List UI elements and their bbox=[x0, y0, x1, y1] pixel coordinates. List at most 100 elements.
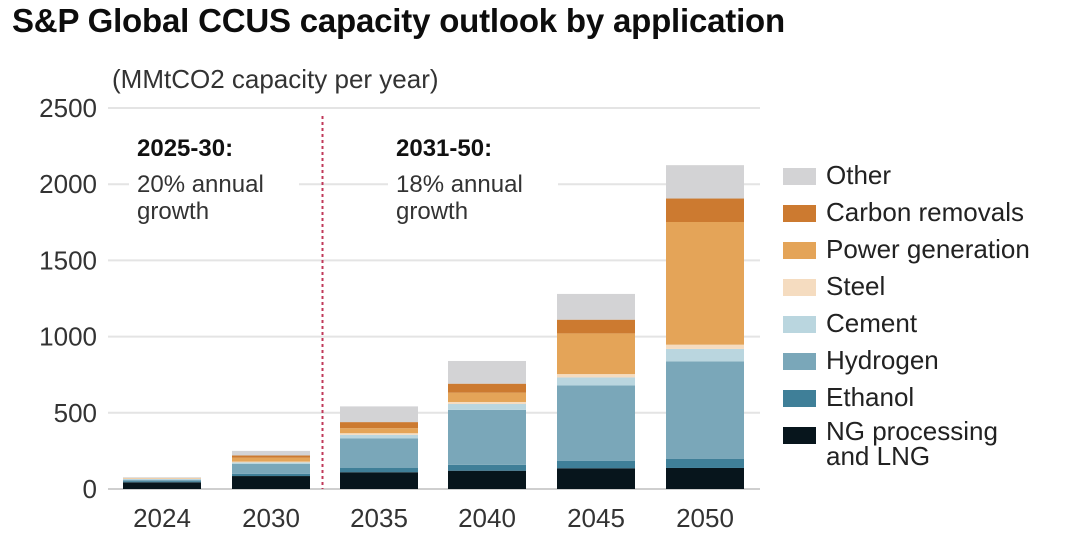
annotation-text: 20% annual bbox=[137, 171, 264, 198]
bar-segment bbox=[123, 478, 201, 479]
bar-segment bbox=[340, 434, 418, 439]
bar-segment bbox=[448, 401, 526, 404]
y-axis-ticks: 0 500 1000 1500 2000 2500 bbox=[39, 93, 97, 504]
legend: Other Carbon removals Power generation Stee… bbox=[783, 160, 1030, 469]
bar-segment bbox=[123, 478, 201, 480]
chart-title: S&P Global CCUS capacity outlook by appl… bbox=[12, 2, 785, 39]
x-tick-label: 2024 bbox=[133, 503, 191, 533]
y-tick-label: 1500 bbox=[39, 245, 97, 275]
bar-segment bbox=[666, 198, 744, 222]
legend-item: NG processing and LNG bbox=[783, 418, 1030, 469]
bar-segment bbox=[557, 319, 635, 334]
bar-segment bbox=[666, 348, 744, 362]
bars bbox=[123, 165, 744, 489]
bar-segment bbox=[232, 457, 310, 462]
bar-segment bbox=[340, 472, 418, 489]
bar-stack-2024 bbox=[123, 477, 201, 489]
bar-segment bbox=[557, 377, 635, 386]
bar-segment bbox=[232, 473, 310, 477]
annotation-heading: 2025-30: bbox=[137, 135, 233, 162]
bar-segment bbox=[340, 467, 418, 473]
legend-swatch bbox=[783, 205, 816, 222]
gridlines bbox=[108, 107, 760, 490]
bar-segment bbox=[557, 385, 635, 461]
bar-segment bbox=[340, 433, 418, 435]
bar-segment bbox=[232, 461, 310, 463]
bar-stack-2030 bbox=[232, 450, 310, 489]
legend-label: Hydrogen bbox=[826, 345, 939, 375]
bar-segment bbox=[666, 344, 744, 349]
annotation-text: growth bbox=[396, 198, 468, 225]
legend-item: Other bbox=[783, 160, 1030, 197]
bar-segment bbox=[557, 468, 635, 489]
legend-label: Cement bbox=[826, 308, 918, 338]
bar-segment bbox=[448, 360, 526, 384]
y-tick-label: 1000 bbox=[39, 322, 97, 352]
bar-segment bbox=[340, 422, 418, 429]
legend-label: NG processing and LNG bbox=[826, 416, 998, 469]
x-axis-ticks: 2024 2030 2035 2040 2045 2050 bbox=[133, 503, 734, 533]
legend-item: Hydrogen bbox=[783, 345, 1030, 382]
legend-swatch bbox=[783, 242, 816, 259]
x-tick-label: 2050 bbox=[676, 503, 734, 533]
bar-segment bbox=[232, 450, 310, 456]
y-axis-label: (MMtCO2 capacity per year) bbox=[112, 64, 439, 94]
annotation-text: 18% annual bbox=[396, 171, 523, 198]
bar-stack-2045 bbox=[557, 293, 635, 489]
x-tick-label: 2035 bbox=[350, 503, 408, 533]
bar-segment bbox=[448, 464, 526, 471]
bar-segment bbox=[557, 333, 635, 375]
legend-label: Ethanol bbox=[826, 382, 915, 412]
bar-segment bbox=[340, 406, 418, 423]
bar-segment bbox=[448, 409, 526, 465]
legend-item: Steel bbox=[783, 271, 1030, 308]
legend-label: Steel bbox=[826, 271, 886, 301]
x-tick-label: 2040 bbox=[458, 503, 516, 533]
bar-segment bbox=[232, 476, 310, 489]
bar-segment bbox=[448, 383, 526, 393]
bar-segment bbox=[666, 361, 744, 459]
bar-stack-2040 bbox=[448, 360, 526, 489]
legend-label: Power generation bbox=[826, 234, 1030, 264]
bar-segment bbox=[340, 428, 418, 434]
legend-label-line: NG processing bbox=[826, 416, 998, 446]
legend-item: Power generation bbox=[783, 234, 1030, 271]
y-tick-label: 500 bbox=[54, 398, 97, 428]
y-tick-label: 2500 bbox=[39, 93, 97, 123]
bar-segment bbox=[123, 482, 201, 489]
legend-swatch bbox=[783, 279, 816, 296]
bar-segment bbox=[232, 455, 310, 458]
legend-label: Carbon removals bbox=[826, 197, 1024, 227]
bar-stack-2050 bbox=[666, 165, 744, 489]
legend-swatch bbox=[783, 427, 816, 444]
bar-segment bbox=[557, 374, 635, 378]
bar-segment bbox=[666, 221, 744, 345]
legend-item: Ethanol bbox=[783, 382, 1030, 419]
bar-segment bbox=[666, 458, 744, 468]
bar-segment bbox=[666, 467, 744, 489]
legend-swatch bbox=[783, 316, 816, 333]
annotation-text: growth bbox=[137, 198, 209, 225]
bar-segment bbox=[448, 392, 526, 402]
bar-segment bbox=[232, 462, 310, 465]
bar-stack-2035 bbox=[340, 406, 418, 489]
legend-item: Cement bbox=[783, 308, 1030, 345]
bar-segment bbox=[123, 481, 201, 483]
x-tick-label: 2045 bbox=[567, 503, 625, 533]
bar-segment bbox=[557, 460, 635, 469]
y-tick-label: 0 bbox=[83, 474, 97, 504]
legend-swatch bbox=[783, 168, 816, 185]
bar-segment bbox=[448, 403, 526, 410]
x-tick-label: 2030 bbox=[242, 503, 300, 533]
bar-segment bbox=[340, 438, 418, 468]
legend-item: Carbon removals bbox=[783, 197, 1030, 234]
bar-segment bbox=[232, 464, 310, 474]
bar-segment bbox=[123, 477, 201, 478]
bar-segment bbox=[666, 165, 744, 199]
bar-segment bbox=[557, 293, 635, 320]
legend-label: Other bbox=[826, 160, 892, 190]
